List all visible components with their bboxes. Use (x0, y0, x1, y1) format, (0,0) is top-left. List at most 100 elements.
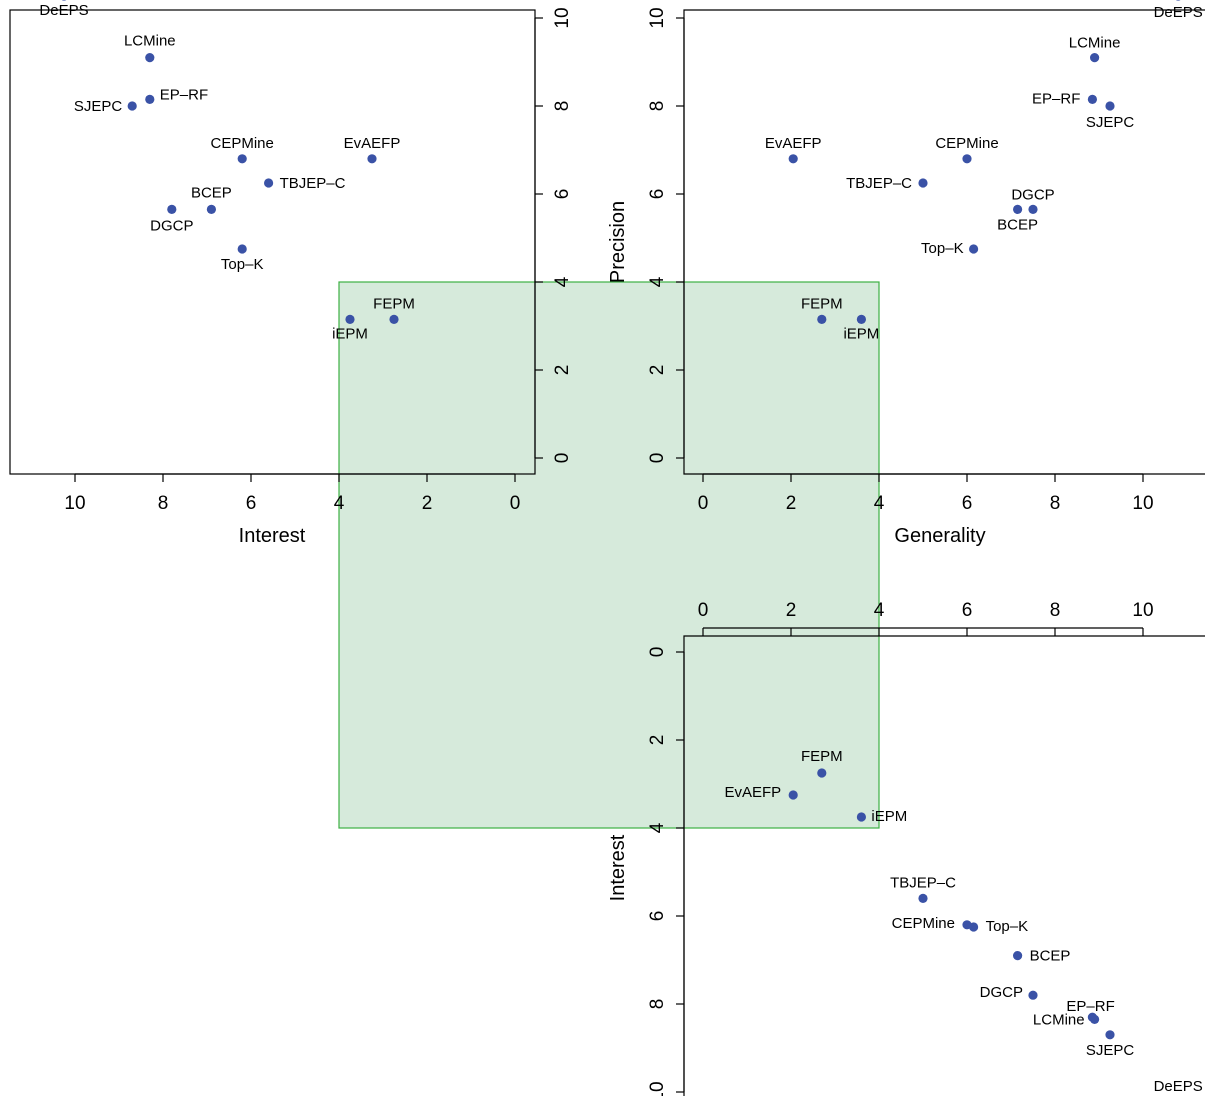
point-label-bottom-right: TBJEP–C (890, 874, 956, 891)
data-point-top-right (1013, 204, 1023, 214)
point-label-top-left: EP–RF (160, 86, 208, 103)
point-label-top-right: EvAEFP (765, 135, 822, 152)
point-label-top-left: DGCP (150, 217, 193, 234)
data-point-top-left (367, 154, 377, 164)
point-label-bottom-right: BCEP (1030, 948, 1071, 965)
x-tick-label-bottom-right: 4 (874, 600, 885, 621)
x-tick-label-top-right: 10 (1132, 493, 1153, 514)
point-label-top-right: TBJEP–C (846, 175, 912, 192)
x-tick-label-bottom-right: 6 (962, 600, 973, 621)
data-point-top-left (145, 53, 155, 63)
data-point-top-right (1087, 94, 1097, 104)
data-point-bottom-right (1013, 951, 1023, 961)
point-label-top-left: LCMine (124, 33, 176, 50)
x-tick-label-top-right: 2 (786, 493, 797, 514)
point-label-top-left: TBJEP–C (280, 175, 346, 192)
y-tick-label-top-right: 2 (647, 365, 668, 376)
x-tick-label-top-left: 0 (510, 493, 521, 514)
y-tick-label-top-left: 8 (552, 101, 573, 112)
point-label-top-right: LCMine (1069, 35, 1121, 52)
point-label-top-left: DeEPS (39, 2, 88, 19)
point-label-top-right: SJEPC (1086, 114, 1135, 131)
point-label-top-left: SJEPC (74, 98, 123, 115)
x-tick-label-bottom-right: 8 (1050, 600, 1061, 621)
x-tick-label-top-left: 6 (246, 493, 257, 514)
data-point-top-left (264, 178, 274, 188)
data-point-top-left (145, 94, 155, 104)
point-label-top-right: DGCP (1011, 186, 1054, 203)
x-tick-label-top-right: 0 (698, 493, 709, 514)
y-tick-label-top-right: 0 (647, 453, 668, 464)
y-tick-label-top-left: 4 (552, 276, 573, 287)
x-tick-label-top-right: 8 (1050, 493, 1061, 514)
data-point-top-left (206, 204, 216, 214)
data-point-top-left (61, 0, 67, 1)
point-label-bottom-right: Top–K (986, 918, 1029, 935)
point-label-bottom-right: CEPMine (892, 915, 955, 932)
data-point-top-left (345, 314, 355, 324)
data-point-top-right (1175, 0, 1181, 1)
y-tick-label-top-right: 4 (647, 276, 668, 287)
y-tick-label-top-right: 6 (647, 189, 668, 200)
data-point-bottom-right (1028, 990, 1038, 1000)
y-tick-label-bottom-right: 8 (647, 999, 668, 1010)
x-axis-label-top-right: Generality (894, 525, 985, 547)
y-axis-label-bottom-right: Interest (607, 834, 629, 901)
data-point-bottom-right (1105, 1030, 1115, 1040)
y-tick-label-top-left: 2 (552, 365, 573, 376)
y-tick-label-top-left: 10 (552, 7, 573, 28)
data-point-bottom-right (918, 893, 928, 904)
x-tick-label-bottom-right: 10 (1132, 600, 1153, 621)
point-label-top-left: BCEP (191, 184, 232, 201)
data-point-bottom-right (856, 812, 867, 822)
point-label-bottom-right: DGCP (980, 984, 1023, 1001)
point-label-bottom-right: LCMine (1033, 1011, 1085, 1028)
point-label-top-right: FEPM (801, 295, 843, 312)
y-tick-label-top-right: 10 (647, 7, 668, 28)
point-label-top-right: Top–K (921, 240, 964, 257)
y-tick-label-top-right: 8 (647, 101, 668, 112)
x-tick-label-bottom-right: 2 (786, 600, 797, 621)
point-label-bottom-right: SJEPC (1086, 1042, 1135, 1059)
data-point-top-right (1090, 53, 1100, 63)
data-point-top-right (962, 154, 972, 164)
x-axis-label-top-left: Interest (239, 525, 306, 547)
y-axis-label-top-right: Precision (607, 201, 629, 283)
point-label-bottom-right: FEPM (801, 748, 843, 765)
x-tick-label-top-left: 8 (158, 493, 169, 514)
x-tick-label-top-left: 2 (422, 493, 433, 514)
data-point-top-right (856, 314, 867, 324)
point-label-bottom-right: EP–RF (1066, 998, 1114, 1015)
y-tick-label-top-left: 6 (552, 189, 573, 200)
data-point-top-right (918, 178, 928, 188)
data-point-bottom-right (969, 922, 979, 932)
point-label-top-right: BCEP (997, 216, 1038, 233)
data-point-top-left (127, 101, 137, 111)
x-tick-label-top-left: 10 (64, 493, 85, 514)
data-point-top-right (817, 314, 827, 324)
data-point-top-right (1105, 101, 1115, 111)
point-label-bottom-right: EvAEFP (725, 784, 782, 801)
data-point-top-right (788, 154, 798, 164)
data-point-bottom-right (788, 790, 798, 800)
x-tick-label-top-right: 6 (962, 493, 973, 514)
data-point-bottom-right (817, 768, 827, 778)
point-label-top-right: EP–RF (1032, 90, 1080, 107)
highlight-region (338, 281, 880, 829)
point-label-top-right: DeEPS (1154, 4, 1203, 21)
data-point-top-left (237, 154, 247, 164)
data-point-top-left (237, 244, 247, 254)
y-tick-label-bottom-right: 10 (647, 1081, 668, 1096)
point-label-top-left: EvAEFP (344, 135, 401, 152)
point-label-top-left: Top–K (221, 256, 264, 273)
x-tick-label-bottom-right: 0 (698, 600, 709, 621)
y-tick-label-bottom-right: 2 (647, 735, 668, 746)
data-point-top-right (1028, 204, 1038, 214)
data-point-top-right (969, 244, 979, 254)
y-tick-label-bottom-right: 4 (647, 822, 668, 833)
x-tick-label-top-left: 4 (334, 493, 345, 514)
point-label-top-left: FEPM (373, 295, 415, 312)
y-tick-label-top-left: 0 (552, 453, 573, 464)
point-label-top-right: iEPM (843, 325, 879, 342)
